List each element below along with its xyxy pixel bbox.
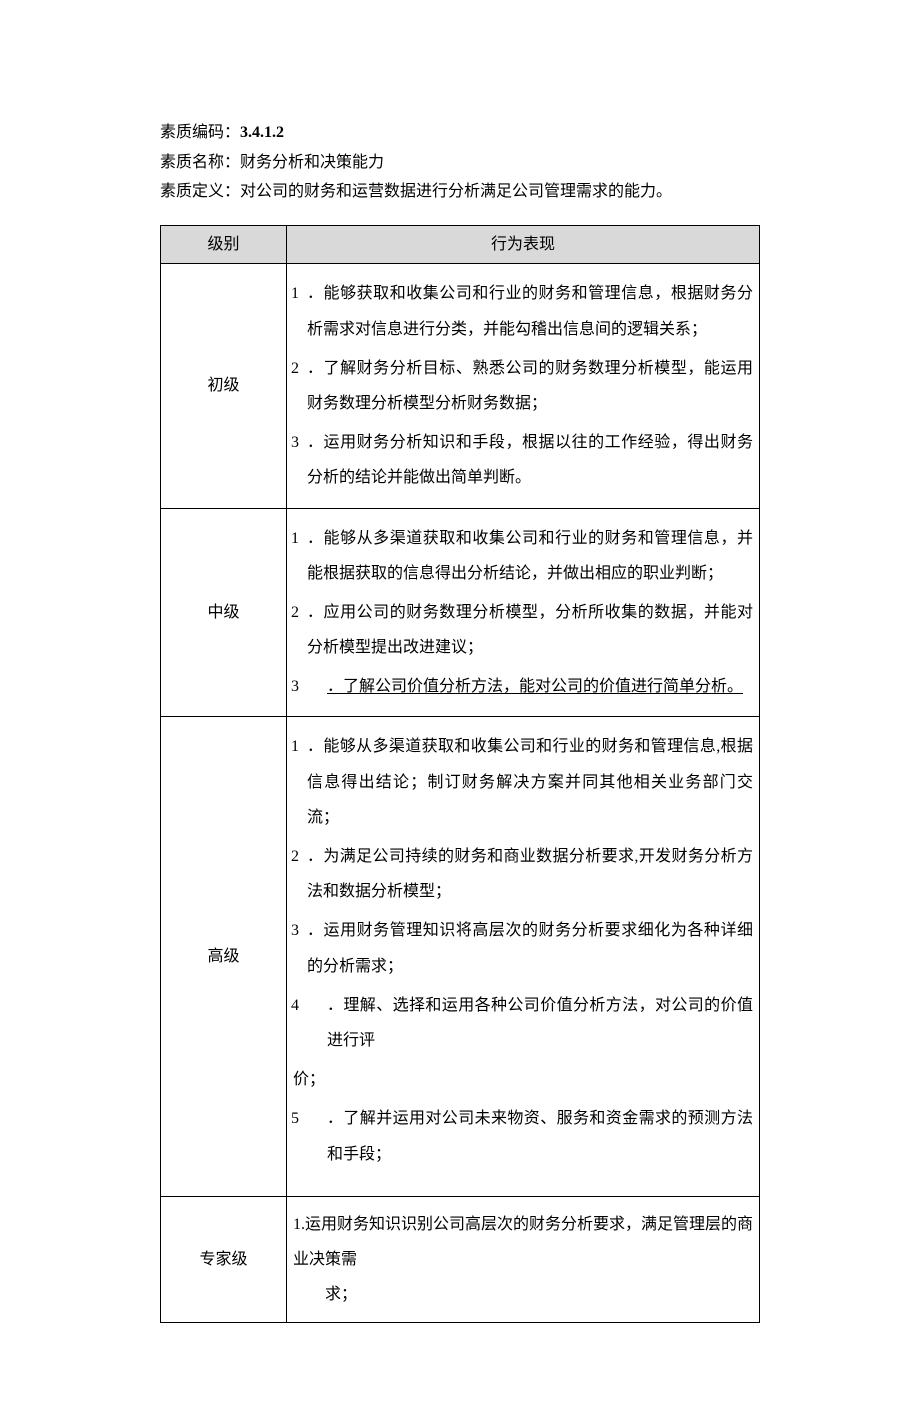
code-value: 3.4.1.2 [240,124,284,141]
list-item: 2 ．应用公司的财务数理分析模型，分析所收集的数据，并能对分析模型提出改进建议； [289,593,753,667]
item-text: ．应用公司的财务数理分析模型，分析所收集的数据，并能对分析模型提出改进建议； [307,595,753,665]
item-num: 3 [289,425,307,495]
item-num: 2 [289,839,307,909]
list-item: 1 ．能够从多渠道获取和收集公司和行业的财务和管理信息，并能根据获取的信息得出分… [289,519,753,593]
junior-level: 初级 [161,264,287,508]
mid-behaviors: 1 ．能够从多渠道获取和收集公司和行业的财务和管理信息，并能根据获取的信息得出分… [287,508,760,717]
name-label: 素质名称： [160,154,240,171]
item-num: 4 [289,988,327,1058]
code-line: 素质编码：3.4.1.2 [160,120,760,146]
mid-row: 中级 1 ．能够从多渠道获取和收集公司和行业的财务和管理信息，并能根据获取的信息… [161,508,760,717]
item-text: ．能够从多渠道获取和收集公司和行业的财务和管理信息，并能根据获取的信息得出分析结… [307,521,753,591]
level-header: 级别 [161,225,287,264]
list-item: 2 ．了解财务分析目标、熟悉公司的财务数理分析模型，能运用财务数理分析模型分析财… [289,349,753,423]
item-num: 2 [289,351,307,421]
expert-line2: 求； [293,1277,753,1312]
expert-behaviors: 1.运用财务知识识别公司高层次的财务分析要求，满足管理层的商业决策需 求； [287,1196,760,1323]
item-text: ．理解、选择和运用各种公司价值分析方法，对公司的价值进行评 [327,988,753,1058]
code-label: 素质编码： [160,124,240,141]
item-text-underlined: ．了解公司价值分析方法，能对公司的价值进行简单分析。 [327,669,753,704]
list-item: 5 ．了解并运用对公司未来物资、服务和资金需求的预测方法和手段； [289,1099,753,1173]
list-item: 1 ．能够获取和收集公司和行业的财务和管理信息，根据财务分析需求对信息进行分类，… [289,274,753,348]
name-value: 财务分析和决策能力 [240,154,384,171]
senior-behaviors: 1 ．能够从多渠道获取和收集公司和行业的财务和管理信息,根据信息得出结论；制订财… [287,717,760,1196]
item-text: ．为满足公司持续的财务和商业数据分析要求,开发财务分析方法和数据分析模型； [307,839,753,909]
item-num: 3 [289,669,327,704]
junior-row: 初级 1 ．能够获取和收集公司和行业的财务和管理信息，根据财务分析需求对信息进行… [161,264,760,508]
item-num: 1 [289,521,307,591]
list-item: 4 ．理解、选择和运用各种公司价值分析方法，对公司的价值进行评 [289,986,753,1060]
list-item: 1 ．能够从多渠道获取和收集公司和行业的财务和管理信息,根据信息得出结论；制订财… [289,727,753,837]
list-item: 3 ．了解公司价值分析方法，能对公司的价值进行简单分析。 [289,667,753,706]
item-text: ．运用财务管理知识将高层次的财务分析要求细化为各种详细的分析需求； [307,913,753,983]
junior-behaviors: 1 ．能够获取和收集公司和行业的财务和管理信息，根据财务分析需求对信息进行分类，… [287,264,760,508]
item-text: ．能够获取和收集公司和行业的财务和管理信息，根据财务分析需求对信息进行分类，并能… [307,276,753,346]
item-num: 1 [289,276,307,346]
item-num: 5 [289,1101,327,1171]
senior-row: 高级 1 ．能够从多渠道获取和收集公司和行业的财务和管理信息,根据信息得出结论；… [161,717,760,1196]
def-line: 素质定义：对公司的财务和运营数据进行分析满足公司管理需求的能力。 [160,179,760,205]
def-label: 素质定义： [160,183,240,200]
competency-table: 级别 行为表现 初级 1 ．能够获取和收集公司和行业的财务和管理信息，根据财务分… [160,225,760,1323]
item-text: 价； [293,1071,325,1088]
expert-line1: 1.运用财务知识识别公司高层次的财务分析要求，满足管理层的商业决策需 [293,1207,753,1277]
list-item: 2 ．为满足公司持续的财务和商业数据分析要求,开发财务分析方法和数据分析模型； [289,837,753,911]
expert-row: 专家级 1.运用财务知识识别公司高层次的财务分析要求，满足管理层的商业决策需 求… [161,1196,760,1323]
item-num: 1 [289,729,307,835]
meta-block: 素质编码：3.4.1.2 素质名称：财务分析和决策能力 素质定义：对公司的财务和… [160,120,760,205]
list-item-continuation: 价； [289,1060,753,1099]
spacer [289,1174,753,1186]
behavior-header: 行为表现 [287,225,760,264]
expert-level: 专家级 [161,1196,287,1323]
mid-level: 中级 [161,508,287,717]
item-num: 3 [289,913,307,983]
senior-level: 高级 [161,717,287,1196]
list-item: 3 ．运用财务管理知识将高层次的财务分析要求细化为各种详细的分析需求； [289,911,753,985]
table-header-row: 级别 行为表现 [161,225,760,264]
item-num: 2 [289,595,307,665]
item-text: ．能够从多渠道获取和收集公司和行业的财务和管理信息,根据信息得出结论；制订财务解… [307,729,753,835]
list-item: 3 ．运用财务分析知识和手段，根据以往的工作经验，得出财务分析的结论并能做出简单… [289,423,753,497]
name-line: 素质名称：财务分析和决策能力 [160,150,760,176]
item-text: ．了解并运用对公司未来物资、服务和资金需求的预测方法和手段； [327,1101,753,1171]
def-value: 对公司的财务和运营数据进行分析满足公司管理需求的能力。 [240,183,672,200]
item-text: ．了解财务分析目标、熟悉公司的财务数理分析模型，能运用财务数理分析模型分析财务数… [307,351,753,421]
item-text: ．运用财务分析知识和手段，根据以往的工作经验，得出财务分析的结论并能做出简单判断… [307,425,753,495]
